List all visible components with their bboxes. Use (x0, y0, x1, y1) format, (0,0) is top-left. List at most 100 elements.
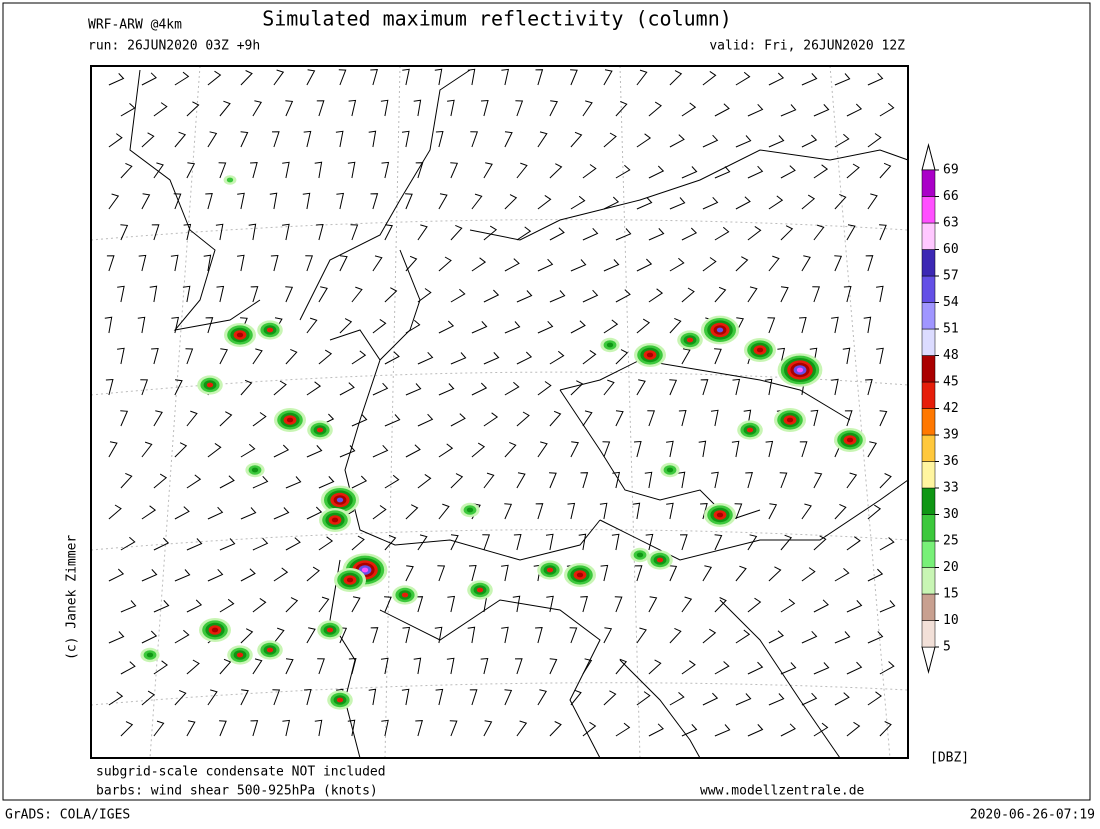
wind-barb (570, 259, 587, 272)
wind-barb (813, 472, 823, 489)
wind-barb (669, 317, 682, 334)
wind-barb (252, 597, 267, 613)
wind-barb (306, 317, 318, 334)
wind-barb (669, 627, 682, 644)
wind-barb (867, 691, 882, 706)
wind-barb (153, 162, 164, 179)
wind-barb (710, 409, 719, 427)
wind-barb (483, 289, 500, 303)
model: WRF-ARW @4km (88, 18, 182, 33)
wind-barb (252, 537, 269, 551)
wind-barb (174, 569, 191, 582)
wind-barb (516, 472, 526, 489)
wind-barb (240, 443, 256, 458)
wind-barb (302, 192, 311, 210)
colorbar-segment (921, 302, 936, 330)
wind-barb (219, 720, 227, 737)
echo (476, 587, 484, 593)
wind-barb (846, 721, 861, 737)
wind-barb (336, 192, 345, 210)
wind-barb (549, 410, 562, 427)
echo (316, 427, 324, 433)
wind-barb (537, 320, 554, 334)
wind-barb (648, 723, 664, 737)
colorbar-segment (921, 169, 936, 197)
echo (336, 497, 344, 503)
echo (146, 652, 154, 658)
wind-barb (483, 162, 493, 179)
wind-barb (482, 534, 491, 551)
wind-barb (405, 504, 419, 520)
wind-barb (813, 662, 830, 675)
wind-barb (735, 196, 751, 210)
wind-barb (108, 631, 125, 644)
wind-barb (471, 257, 487, 272)
wind-barb (120, 410, 129, 427)
wind-barb (317, 658, 325, 675)
wind-barb (450, 352, 467, 365)
wind-barb (141, 690, 155, 706)
wind-barb (735, 693, 752, 706)
wind-barb (384, 414, 401, 427)
wind-barb (834, 133, 850, 148)
colorbar-segment (921, 381, 936, 409)
wind-barb (567, 502, 576, 520)
wind-barb (348, 99, 357, 117)
echo (546, 567, 554, 573)
wind-barb (504, 131, 513, 148)
wind-barb (636, 133, 652, 148)
wind-barb (153, 600, 170, 613)
wind-barb (108, 441, 118, 458)
wind-barb (480, 99, 489, 117)
wind-barb (813, 599, 829, 613)
wind-barb (535, 69, 544, 86)
wind-barb (240, 379, 253, 396)
wind-barb (384, 287, 398, 303)
wind-barb (314, 161, 323, 179)
wind-barb (810, 409, 819, 427)
colorbar-label: 54 (943, 295, 959, 310)
wind-barb (380, 657, 389, 675)
wind-barb (535, 627, 543, 644)
wind-barb (780, 723, 796, 737)
colorbar-label: 51 (943, 322, 959, 337)
wind-barb (879, 162, 892, 179)
wind-barb (174, 379, 183, 396)
wind-barb (285, 597, 299, 613)
wind-barb (170, 254, 179, 272)
echo (576, 572, 584, 578)
wind-barb (351, 475, 368, 489)
timestamp: 2020-06-26-07:19 (970, 808, 1095, 823)
wind-barb (351, 286, 363, 303)
wind-barb (867, 504, 882, 520)
wind-barb (141, 569, 158, 582)
wind-barb (681, 660, 696, 675)
wind-barbs (104, 68, 896, 737)
wind-barb (117, 285, 125, 303)
wind-barb (467, 626, 476, 644)
wind-barb (669, 565, 678, 582)
wind-barb (669, 134, 685, 148)
wind-barb (632, 502, 641, 520)
wind-barb (569, 627, 578, 644)
wind-barb (514, 658, 523, 675)
wind-barb (305, 255, 314, 272)
echo (746, 427, 754, 433)
echo (286, 417, 294, 423)
wind-barb (285, 286, 294, 303)
wind-barb (546, 595, 554, 613)
wind-barb (186, 659, 200, 675)
wind-barb (415, 720, 423, 737)
wind-barb (648, 659, 662, 675)
wind-barb (570, 195, 586, 210)
wind-barb (351, 414, 368, 427)
wind-barb (747, 597, 762, 613)
echo (266, 327, 274, 333)
wind-barb (615, 410, 624, 427)
wind-barb (615, 349, 629, 365)
wind-barb (252, 658, 263, 675)
wind-barb (714, 103, 730, 117)
wind-barb (216, 285, 225, 303)
wind-barb (153, 102, 168, 117)
wind-barb (535, 503, 544, 520)
